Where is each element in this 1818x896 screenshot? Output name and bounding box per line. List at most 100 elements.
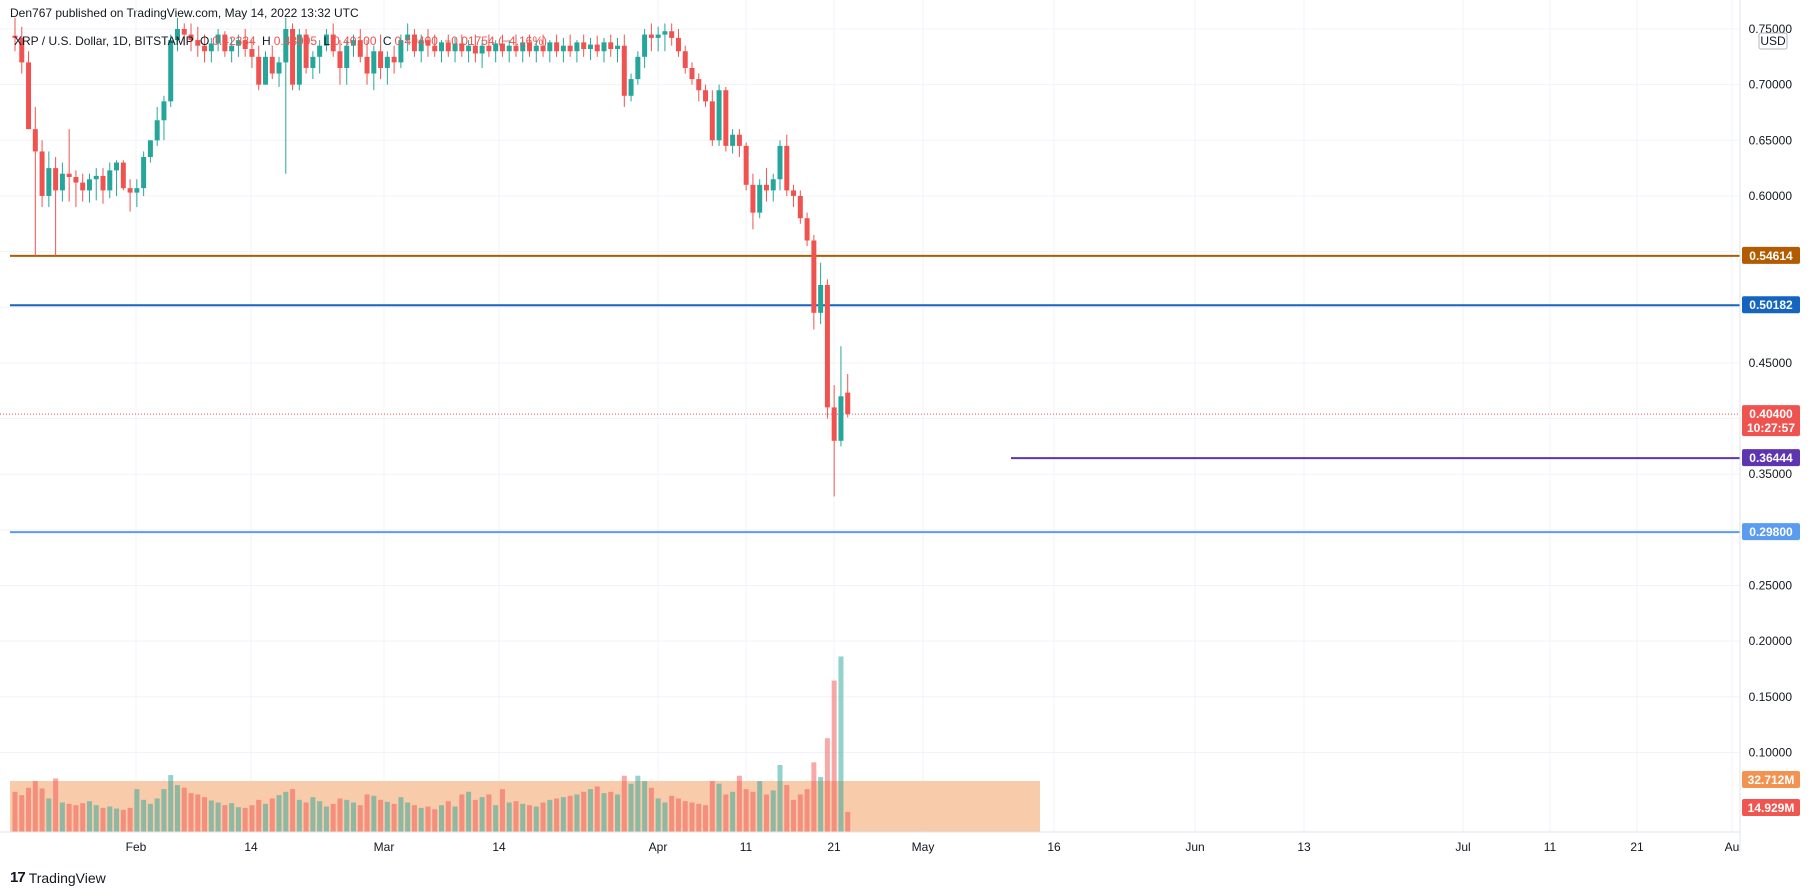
candle-body bbox=[818, 284, 824, 313]
price-tags: 0.54614 0.50182 0.36444 0.29800 0.4040010:27… bbox=[1742, 246, 1800, 816]
volume-bar bbox=[19, 795, 25, 832]
candle bbox=[391, 45, 397, 74]
volume-bar bbox=[736, 775, 742, 832]
candle-body bbox=[351, 40, 356, 46]
svg-text:14.929M: 14.929M bbox=[1748, 801, 1795, 815]
price-tick-label: 0.10000 bbox=[1749, 745, 1793, 759]
candle-body bbox=[547, 42, 553, 52]
candle bbox=[655, 26, 661, 52]
chart-grid bbox=[0, 0, 1740, 832]
time-tick-label: 11 bbox=[740, 840, 753, 854]
candle-body bbox=[317, 45, 323, 57]
candle bbox=[736, 129, 742, 157]
volume-bar bbox=[486, 794, 492, 832]
candle-body bbox=[750, 184, 756, 213]
candle bbox=[418, 34, 424, 63]
candle-body bbox=[378, 51, 384, 68]
volume-bar bbox=[777, 765, 783, 832]
price-tick-label: 0.20000 bbox=[1749, 634, 1793, 648]
candle-body bbox=[499, 43, 505, 52]
candle-body bbox=[418, 40, 424, 52]
candle bbox=[784, 134, 790, 196]
candle bbox=[59, 162, 65, 202]
candle bbox=[452, 37, 458, 63]
volume-bar bbox=[574, 794, 580, 832]
volume-bar bbox=[723, 794, 729, 832]
candle bbox=[378, 34, 384, 80]
volume-bar bbox=[168, 775, 174, 832]
candle-body bbox=[587, 44, 593, 50]
horizontal-levels bbox=[0, 254, 1740, 534]
candle-body bbox=[249, 49, 255, 57]
volume-bar bbox=[344, 799, 350, 832]
candle-body bbox=[527, 42, 533, 52]
time-tick-label: 13 bbox=[1297, 840, 1311, 854]
candle-body bbox=[195, 40, 201, 46]
candle-body bbox=[567, 45, 573, 52]
candle-body bbox=[432, 45, 438, 52]
candle bbox=[791, 184, 797, 208]
candle bbox=[411, 29, 417, 57]
volume-bar bbox=[506, 802, 512, 832]
candle-body bbox=[93, 175, 99, 180]
volume-bar bbox=[235, 807, 241, 832]
candle-body bbox=[310, 56, 316, 68]
candle bbox=[351, 34, 356, 57]
candle-body bbox=[26, 62, 32, 130]
volume-bar bbox=[642, 781, 648, 832]
candle bbox=[527, 34, 533, 57]
svg-text:32.712M: 32.712M bbox=[1748, 773, 1795, 787]
candle bbox=[19, 26, 25, 74]
candle bbox=[560, 37, 566, 63]
tradingview-footer[interactable]: 17 TradingView bbox=[10, 869, 106, 886]
candle bbox=[337, 40, 343, 85]
volume-bar bbox=[750, 791, 756, 832]
candle bbox=[53, 156, 59, 257]
candle bbox=[317, 40, 323, 74]
candle-body bbox=[520, 42, 526, 52]
candle-body bbox=[574, 42, 580, 52]
volume-bar bbox=[831, 680, 837, 832]
candle-body bbox=[303, 34, 309, 68]
volume-bar bbox=[628, 783, 634, 832]
volume-bar bbox=[533, 806, 539, 832]
candle-body bbox=[675, 37, 681, 52]
candle bbox=[459, 34, 465, 57]
candle bbox=[499, 34, 505, 57]
candle bbox=[276, 56, 282, 87]
candle-body bbox=[188, 34, 194, 41]
volume-bar bbox=[303, 802, 309, 832]
svg-text:0.36444: 0.36444 bbox=[1749, 451, 1793, 465]
candle bbox=[763, 168, 769, 202]
candle-body bbox=[12, 35, 18, 38]
candle bbox=[73, 170, 79, 208]
candle-body bbox=[425, 40, 431, 46]
candle-body bbox=[709, 101, 715, 141]
candle bbox=[608, 34, 614, 57]
currency-label: USD bbox=[1760, 34, 1786, 48]
volume-bar bbox=[824, 738, 830, 832]
candle-body bbox=[269, 56, 275, 74]
level-price-tag: 0.50182 bbox=[1742, 296, 1800, 314]
candle bbox=[445, 34, 451, 57]
candle bbox=[777, 140, 783, 191]
candle-body bbox=[181, 29, 187, 35]
volume-bar bbox=[391, 803, 397, 832]
volume-bar bbox=[73, 805, 79, 832]
candle-body bbox=[283, 29, 289, 63]
volume-bar bbox=[269, 798, 275, 832]
candle bbox=[750, 173, 756, 230]
candle-body bbox=[39, 151, 45, 196]
candle bbox=[831, 385, 837, 497]
candle bbox=[709, 90, 715, 146]
candle bbox=[635, 51, 641, 85]
candle bbox=[757, 179, 763, 219]
time-tick-label: Apr bbox=[649, 840, 668, 854]
candle-body bbox=[648, 34, 654, 38]
candle bbox=[628, 73, 634, 102]
candle bbox=[229, 37, 235, 63]
candle bbox=[86, 173, 92, 203]
time-tick-label: 21 bbox=[1630, 840, 1644, 854]
